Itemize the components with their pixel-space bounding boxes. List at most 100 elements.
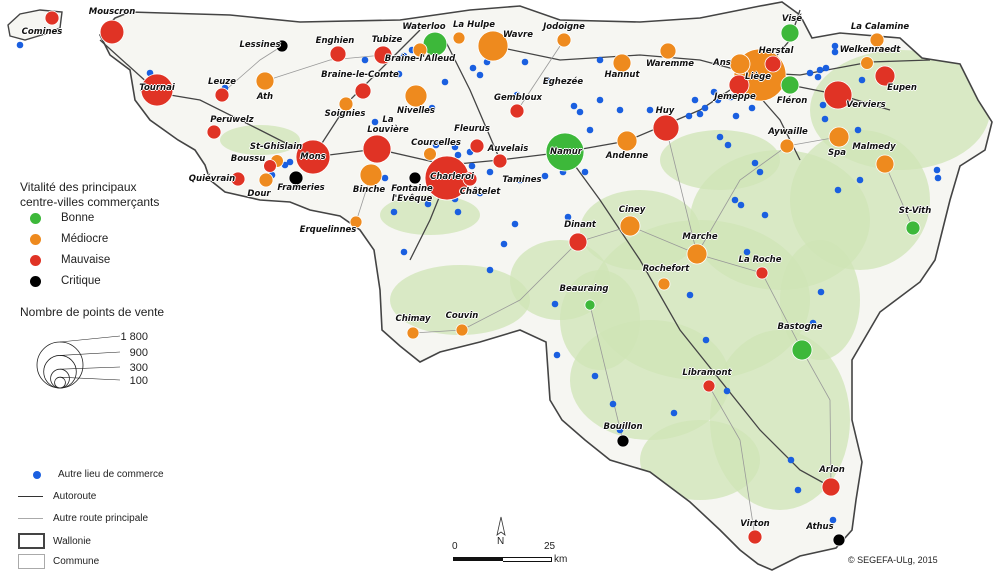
- commerce-point: [716, 133, 724, 141]
- city-marker[interactable]: [423, 147, 437, 161]
- city-marker[interactable]: [755, 266, 769, 280]
- city-marker[interactable]: [412, 42, 428, 58]
- city-label: Braine-l'Alleud: [384, 54, 456, 64]
- road: [264, 54, 384, 82]
- city-marker[interactable]: [275, 39, 289, 53]
- city-marker[interactable]: [44, 10, 60, 26]
- city-label: St-Ghislain: [249, 142, 303, 152]
- wallonia-border: [99, 1, 993, 571]
- size-legend-label: 300: [130, 362, 148, 374]
- city-label: Eupen: [887, 83, 917, 93]
- forest-area: [640, 420, 760, 500]
- city-label: Ath: [256, 92, 274, 102]
- city-marker[interactable]: [469, 138, 485, 154]
- city-marker[interactable]: [821, 477, 841, 497]
- city-marker[interactable]: [255, 71, 275, 91]
- legend-label: Autre route principale: [53, 513, 149, 524]
- city-marker[interactable]: [828, 126, 850, 148]
- city-marker[interactable]: [905, 220, 921, 236]
- city-marker[interactable]: [140, 73, 174, 107]
- forest-area: [220, 125, 300, 155]
- city-marker[interactable]: [568, 232, 588, 252]
- city-marker[interactable]: [728, 74, 750, 96]
- city-marker[interactable]: [823, 80, 853, 110]
- commerce-point: [751, 159, 759, 167]
- commerce-point: [451, 143, 459, 151]
- city-marker[interactable]: [860, 56, 874, 70]
- commerce-point: [469, 64, 477, 72]
- city-marker[interactable]: [556, 32, 572, 48]
- blue-dot-icon: [33, 470, 41, 479]
- city-marker[interactable]: [509, 103, 525, 119]
- city-marker[interactable]: [406, 326, 420, 340]
- commerce-point: [16, 41, 24, 49]
- city-marker[interactable]: [747, 529, 763, 545]
- city-marker[interactable]: [657, 277, 671, 291]
- city-marker[interactable]: [780, 23, 800, 43]
- city-label: Fontaine l'Evêque: [391, 184, 433, 204]
- commerce-point: [424, 200, 432, 208]
- city-label: Soignies: [324, 109, 366, 119]
- city-marker[interactable]: [329, 45, 347, 63]
- city-marker[interactable]: [349, 215, 363, 229]
- city-label: Hannut: [604, 70, 640, 80]
- city-marker[interactable]: [373, 45, 393, 65]
- city-marker[interactable]: [686, 243, 708, 265]
- city-marker[interactable]: [616, 434, 630, 448]
- city-marker[interactable]: [214, 87, 230, 103]
- city-marker[interactable]: [404, 84, 428, 108]
- city-marker[interactable]: [288, 170, 304, 186]
- city-marker[interactable]: [258, 172, 274, 188]
- city-marker[interactable]: [362, 134, 392, 164]
- city-marker[interactable]: [791, 339, 813, 361]
- city-marker[interactable]: [764, 55, 782, 73]
- city-marker[interactable]: [359, 163, 383, 187]
- red-dot-icon: [30, 254, 41, 266]
- size-legend-circle: [54, 376, 66, 389]
- highway: [312, 29, 421, 158]
- city-marker[interactable]: [455, 323, 469, 337]
- city-marker[interactable]: [875, 154, 895, 174]
- city-label: La Hulpe: [452, 20, 496, 30]
- commerce-point: [834, 186, 842, 194]
- city-marker[interactable]: [206, 124, 222, 140]
- city-label: Libramont: [682, 368, 732, 378]
- commerce-point: [564, 213, 572, 221]
- city-label: Welkenraedt: [839, 45, 901, 55]
- city-marker[interactable]: [780, 75, 800, 95]
- city-marker[interactable]: [492, 153, 508, 169]
- road: [412, 241, 579, 334]
- city-marker[interactable]: [354, 82, 372, 100]
- city-marker[interactable]: [99, 19, 125, 45]
- city-marker[interactable]: [702, 379, 716, 393]
- city-label: Erquelinnes: [299, 225, 357, 235]
- city-marker[interactable]: [874, 65, 896, 87]
- city-marker[interactable]: [295, 139, 331, 175]
- city-marker[interactable]: [452, 31, 466, 45]
- city-marker[interactable]: [832, 533, 846, 547]
- city-marker[interactable]: [779, 138, 795, 154]
- city-marker[interactable]: [338, 96, 354, 112]
- city-marker[interactable]: [659, 42, 677, 60]
- city-marker[interactable]: [616, 130, 638, 152]
- city-marker[interactable]: [612, 53, 632, 73]
- city-marker[interactable]: [729, 53, 751, 75]
- city-marker[interactable]: [477, 30, 509, 62]
- city-marker[interactable]: [652, 114, 680, 142]
- road: [884, 163, 914, 229]
- road: [219, 45, 283, 96]
- commerce-point: [831, 48, 839, 56]
- city-marker[interactable]: [619, 215, 641, 237]
- city-marker[interactable]: [869, 32, 885, 48]
- city-marker[interactable]: [584, 299, 596, 311]
- commerce-point: [468, 162, 476, 170]
- city-marker[interactable]: [462, 171, 478, 187]
- city-marker[interactable]: [408, 171, 422, 185]
- commerce-point: [819, 101, 827, 109]
- city-label: La Roche: [738, 255, 782, 265]
- city-marker[interactable]: [230, 171, 246, 187]
- legend-label: Critique: [61, 275, 101, 287]
- city-marker[interactable]: [263, 159, 277, 173]
- city-marker[interactable]: [545, 132, 585, 172]
